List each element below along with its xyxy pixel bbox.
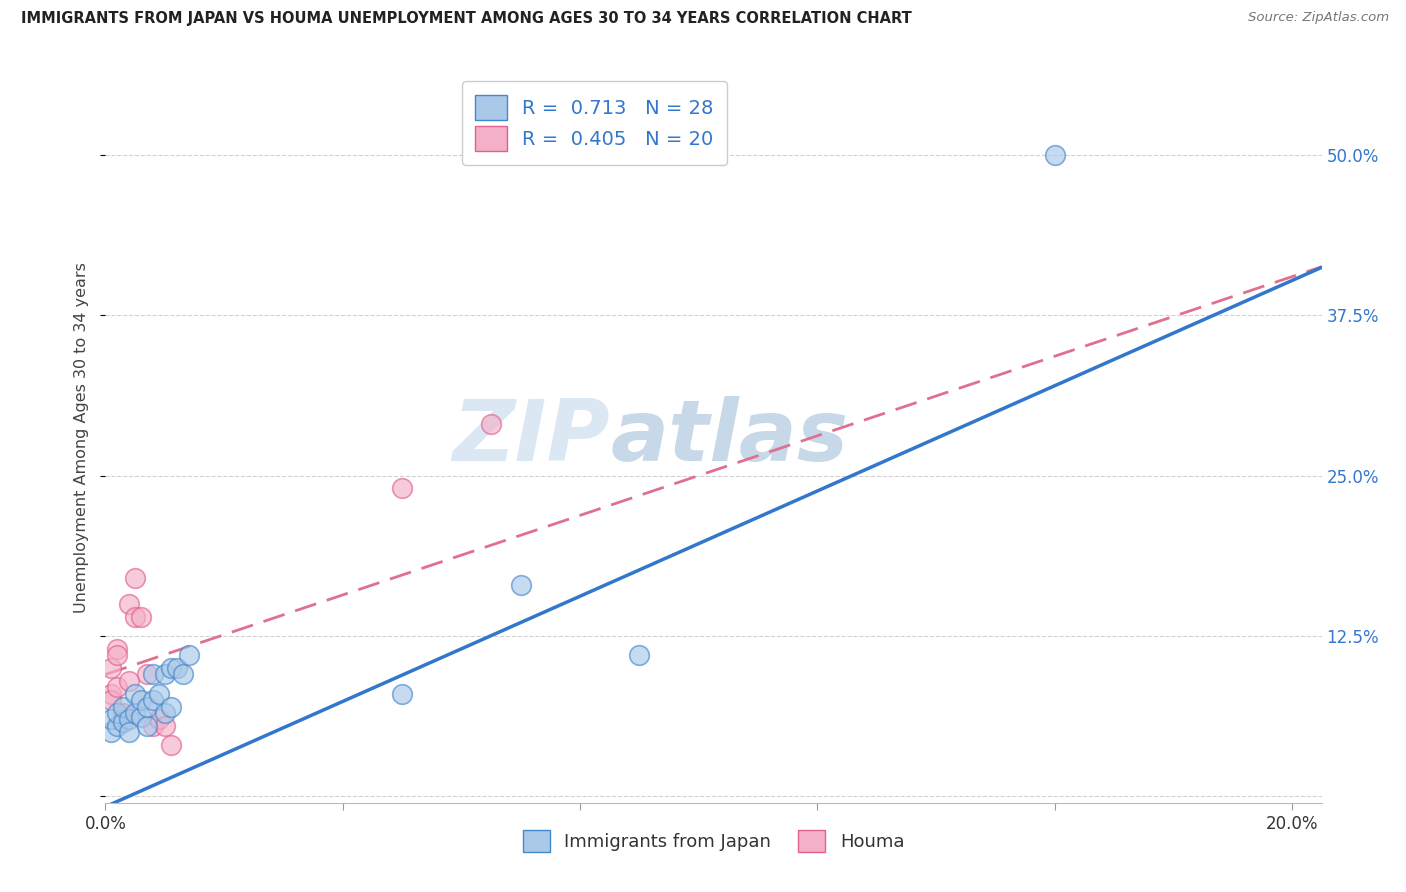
Point — [124, 687, 146, 701]
Point — [100, 687, 122, 701]
Point — [100, 712, 122, 726]
Text: atlas: atlas — [610, 395, 848, 479]
Point — [105, 706, 128, 720]
Point — [112, 714, 135, 729]
Point — [159, 661, 181, 675]
Point — [124, 609, 146, 624]
Point — [118, 673, 141, 688]
Point — [159, 738, 181, 752]
Text: ZIP: ZIP — [453, 395, 610, 479]
Point — [509, 577, 531, 591]
Point — [136, 699, 159, 714]
Point — [105, 641, 128, 656]
Point — [100, 693, 122, 707]
Point — [112, 712, 135, 726]
Text: Source: ZipAtlas.com: Source: ZipAtlas.com — [1249, 11, 1389, 24]
Point — [153, 706, 176, 720]
Point — [124, 571, 146, 585]
Point — [112, 699, 135, 714]
Point — [166, 661, 188, 675]
Point — [148, 687, 170, 701]
Point — [159, 699, 181, 714]
Point — [129, 609, 152, 624]
Point — [124, 706, 146, 720]
Point — [391, 482, 413, 496]
Legend: Immigrants from Japan, Houma: Immigrants from Japan, Houma — [512, 820, 915, 863]
Point — [105, 719, 128, 733]
Point — [118, 725, 141, 739]
Point — [105, 648, 128, 663]
Point — [148, 712, 170, 726]
Point — [172, 667, 194, 681]
Point — [391, 687, 413, 701]
Point — [136, 667, 159, 681]
Point — [112, 706, 135, 720]
Point — [105, 681, 128, 695]
Point — [136, 719, 159, 733]
Point — [628, 648, 651, 663]
Point — [142, 667, 165, 681]
Point — [100, 661, 122, 675]
Point — [142, 693, 165, 707]
Text: IMMIGRANTS FROM JAPAN VS HOUMA UNEMPLOYMENT AMONG AGES 30 TO 34 YEARS CORRELATIO: IMMIGRANTS FROM JAPAN VS HOUMA UNEMPLOYM… — [21, 11, 912, 26]
Point — [129, 693, 152, 707]
Point — [177, 648, 200, 663]
Point — [129, 710, 152, 724]
Point — [118, 597, 141, 611]
Point — [153, 667, 176, 681]
Point — [479, 417, 502, 432]
Point — [1043, 148, 1066, 162]
Point — [153, 719, 176, 733]
Point — [142, 719, 165, 733]
Point — [118, 712, 141, 726]
Point — [100, 725, 122, 739]
Y-axis label: Unemployment Among Ages 30 to 34 years: Unemployment Among Ages 30 to 34 years — [75, 261, 90, 613]
